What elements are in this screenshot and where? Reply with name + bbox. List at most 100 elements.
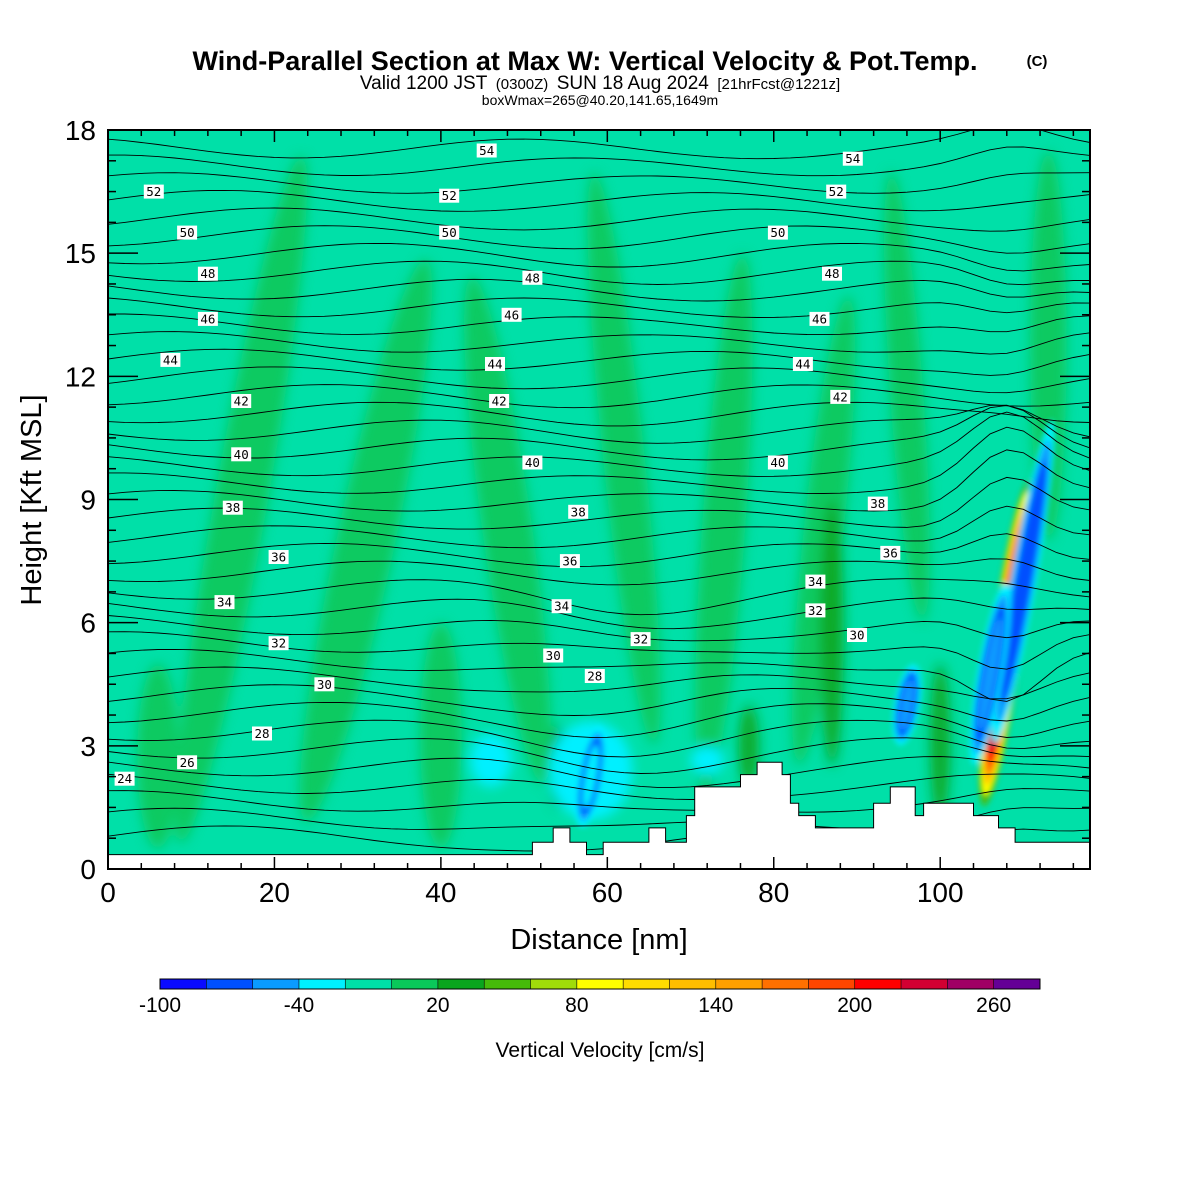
theta-label-text: 34: [217, 595, 232, 610]
colorbar-tick-label: 80: [565, 994, 588, 1017]
theta-label-box: [830, 389, 851, 404]
y-tick-label: 18: [65, 115, 96, 146]
colorbar-swatch: [345, 979, 392, 989]
colorbar-swatch: [484, 979, 531, 989]
colorbar-swatch: [160, 979, 207, 989]
theta-label-text: 52: [146, 184, 161, 199]
y-tick-label: 6: [80, 608, 96, 639]
theta-label-text: 48: [525, 270, 540, 285]
theta-label-text: 44: [795, 357, 810, 372]
theta-label-box: [214, 595, 235, 610]
colorbar-tick-label: 140: [698, 994, 733, 1017]
theta-label-box: [439, 225, 460, 240]
plot-area: 54 54 52 52 52 50 50 50 48 48 48 46 46 46 44 44 44 42 42 42…: [108, 130, 1090, 869]
theta-label: 36: [880, 545, 901, 560]
forecast-info: [21hrFcst@1221z]: [717, 76, 840, 93]
theta-label: 36: [559, 554, 580, 569]
colorbar-swatch: [252, 979, 299, 989]
theta-label: 42: [830, 389, 851, 404]
theta-label: 44: [160, 352, 181, 367]
terrain-mask: [108, 761, 1090, 869]
velocity-field: [137, 150, 1067, 849]
colorbar-swatch: [993, 979, 1040, 989]
y-tick-label: 3: [80, 731, 96, 762]
theta-label-box: [880, 545, 901, 560]
theta-label: 36: [268, 550, 289, 565]
theta-label: 26: [177, 755, 198, 770]
axis-ticks: [107, 129, 1090, 870]
colorbar-swatch: [854, 979, 902, 989]
theta-label-text: 42: [234, 394, 249, 409]
valid-prefix: Valid 1200 JST: [360, 73, 488, 94]
theta-label: 50: [177, 225, 198, 240]
theta-label-box: [314, 677, 335, 692]
colorbar-label: Vertical Velocity [cm/s]: [496, 1039, 705, 1062]
theta-label: 50: [439, 225, 460, 240]
theta-label-box: [476, 143, 497, 158]
theta-label: 28: [584, 669, 605, 684]
colorbar: -100 -40 20 80 140 200 260: [139, 978, 1041, 1017]
colorbar-swatch: [206, 979, 253, 989]
theta-label-box: [439, 188, 460, 203]
theta-label-text: 48: [824, 266, 839, 281]
theta-label: 30: [314, 677, 335, 692]
theta-contour-labels: 54 54 52 52 52 50 50 50 48 48 48 46 46 46 44 44 44 42 42 42…: [114, 143, 901, 786]
colorbar-swatch: [530, 979, 577, 989]
theta-label-text: 38: [571, 504, 586, 519]
y-axis-label: Height [Kft MSL]: [16, 394, 48, 605]
theta-label: 46: [197, 311, 218, 326]
theta-label-box: [268, 550, 289, 564]
theta-label-box: [485, 357, 505, 371]
theta-label-text: 40: [525, 455, 540, 470]
theta-label-text: 54: [479, 143, 494, 158]
theta-label-box: [231, 447, 252, 462]
theta-label: 40: [767, 455, 788, 470]
colorbar-tick-label: -40: [284, 994, 314, 1017]
colorbar-tick-label: 20: [426, 994, 449, 1017]
theta-label-box: [222, 500, 243, 515]
theta-label-text: 30: [849, 628, 864, 643]
theta-label-text: 28: [587, 669, 602, 684]
theta-label-box: [559, 554, 580, 569]
theta-label-text: 50: [770, 225, 785, 240]
theta-label-box: [543, 648, 564, 663]
theta-label: 54: [842, 151, 863, 166]
theta-label-box: [630, 632, 651, 647]
colorbar-swatch: [437, 979, 485, 989]
chart-title: Wind-Parallel Section at Max W: Vertical…: [193, 46, 978, 76]
theta-label: 38: [222, 500, 243, 515]
theta-label-text: 30: [317, 677, 332, 692]
y-tick-label: 15: [65, 238, 96, 269]
theta-label: 52: [439, 188, 460, 203]
colorbar-tick-label: 200: [837, 994, 872, 1017]
theta-label-text: 44: [163, 352, 178, 367]
theta-label-box: [177, 755, 198, 770]
theta-label-text: 32: [808, 603, 823, 618]
theta-label-text: 42: [492, 394, 507, 409]
y-tick-label: 9: [80, 485, 96, 516]
theta-label: 52: [826, 184, 847, 199]
colorbar-swatch: [715, 979, 763, 989]
theta-label-box: [489, 394, 510, 408]
theta-label-box: [805, 603, 826, 618]
theta-label-text: 36: [271, 550, 286, 565]
theta-label: 48: [522, 270, 543, 285]
theta-label-box: [197, 266, 218, 281]
theta-label: 38: [867, 496, 888, 511]
theta-label-box: [231, 394, 252, 408]
theta-label: 34: [214, 595, 235, 610]
theta-label-box: [867, 496, 888, 511]
theta-label: 42: [231, 394, 252, 409]
theta-label-text: 36: [562, 554, 577, 569]
theta-label: 30: [543, 648, 564, 663]
theta-label: 32: [630, 632, 651, 647]
theta-label-text: 46: [200, 311, 215, 326]
theta-label: 44: [792, 357, 813, 372]
theta-contours: [108, 130, 1090, 852]
theta-label-box: [822, 266, 842, 281]
theta-label: 46: [501, 307, 522, 322]
theta-label: 52: [143, 184, 164, 199]
y-tick-label: 0: [80, 854, 96, 885]
